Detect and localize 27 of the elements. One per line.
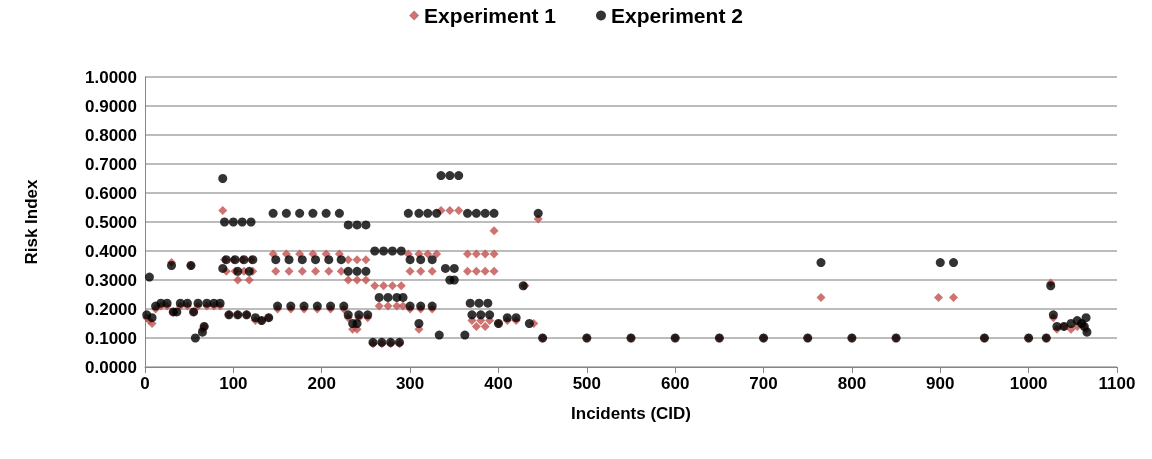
y-tick-label: 0.1000 — [85, 328, 137, 348]
y-tick-label: 0.8000 — [85, 125, 137, 145]
y-tick-label: 1.0000 — [85, 67, 137, 87]
x-tick-label: 200 — [307, 374, 336, 393]
x-tick-label: 600 — [660, 374, 690, 393]
y-tick-label: 0.5000 — [85, 212, 137, 232]
y-tick-label: 0.9000 — [85, 96, 137, 116]
y-tick-label: 0.2000 — [85, 299, 137, 319]
legend-label: Experiment 2 — [611, 4, 743, 27]
x-tick-label: 400 — [484, 374, 513, 393]
x-tick-label: 800 — [837, 374, 867, 393]
x-tick-label: 100 — [219, 374, 248, 393]
x-axis-title: Incidents (CID) — [571, 404, 691, 423]
x-tick-label: 1000 — [1009, 374, 1048, 393]
y-tick-label: 0.6000 — [85, 183, 137, 203]
x-tick-label: 700 — [749, 374, 778, 393]
legend-label: Experiment 1 — [424, 4, 557, 27]
y-tick-label: 0.7000 — [85, 154, 137, 174]
x-tick-label: 500 — [572, 374, 602, 393]
x-tick-label: 1100 — [1098, 374, 1136, 393]
y-tick-label: 0.4000 — [85, 241, 137, 261]
x-tick-label: 900 — [926, 374, 955, 393]
x-tick-label: 300 — [395, 374, 425, 393]
y-tick-label: 0.0000 — [85, 357, 137, 377]
y-tick-label: 0.3000 — [85, 270, 137, 290]
x-tick-label: 0 — [140, 374, 150, 393]
y-axis-title: Risk Index — [22, 178, 41, 265]
